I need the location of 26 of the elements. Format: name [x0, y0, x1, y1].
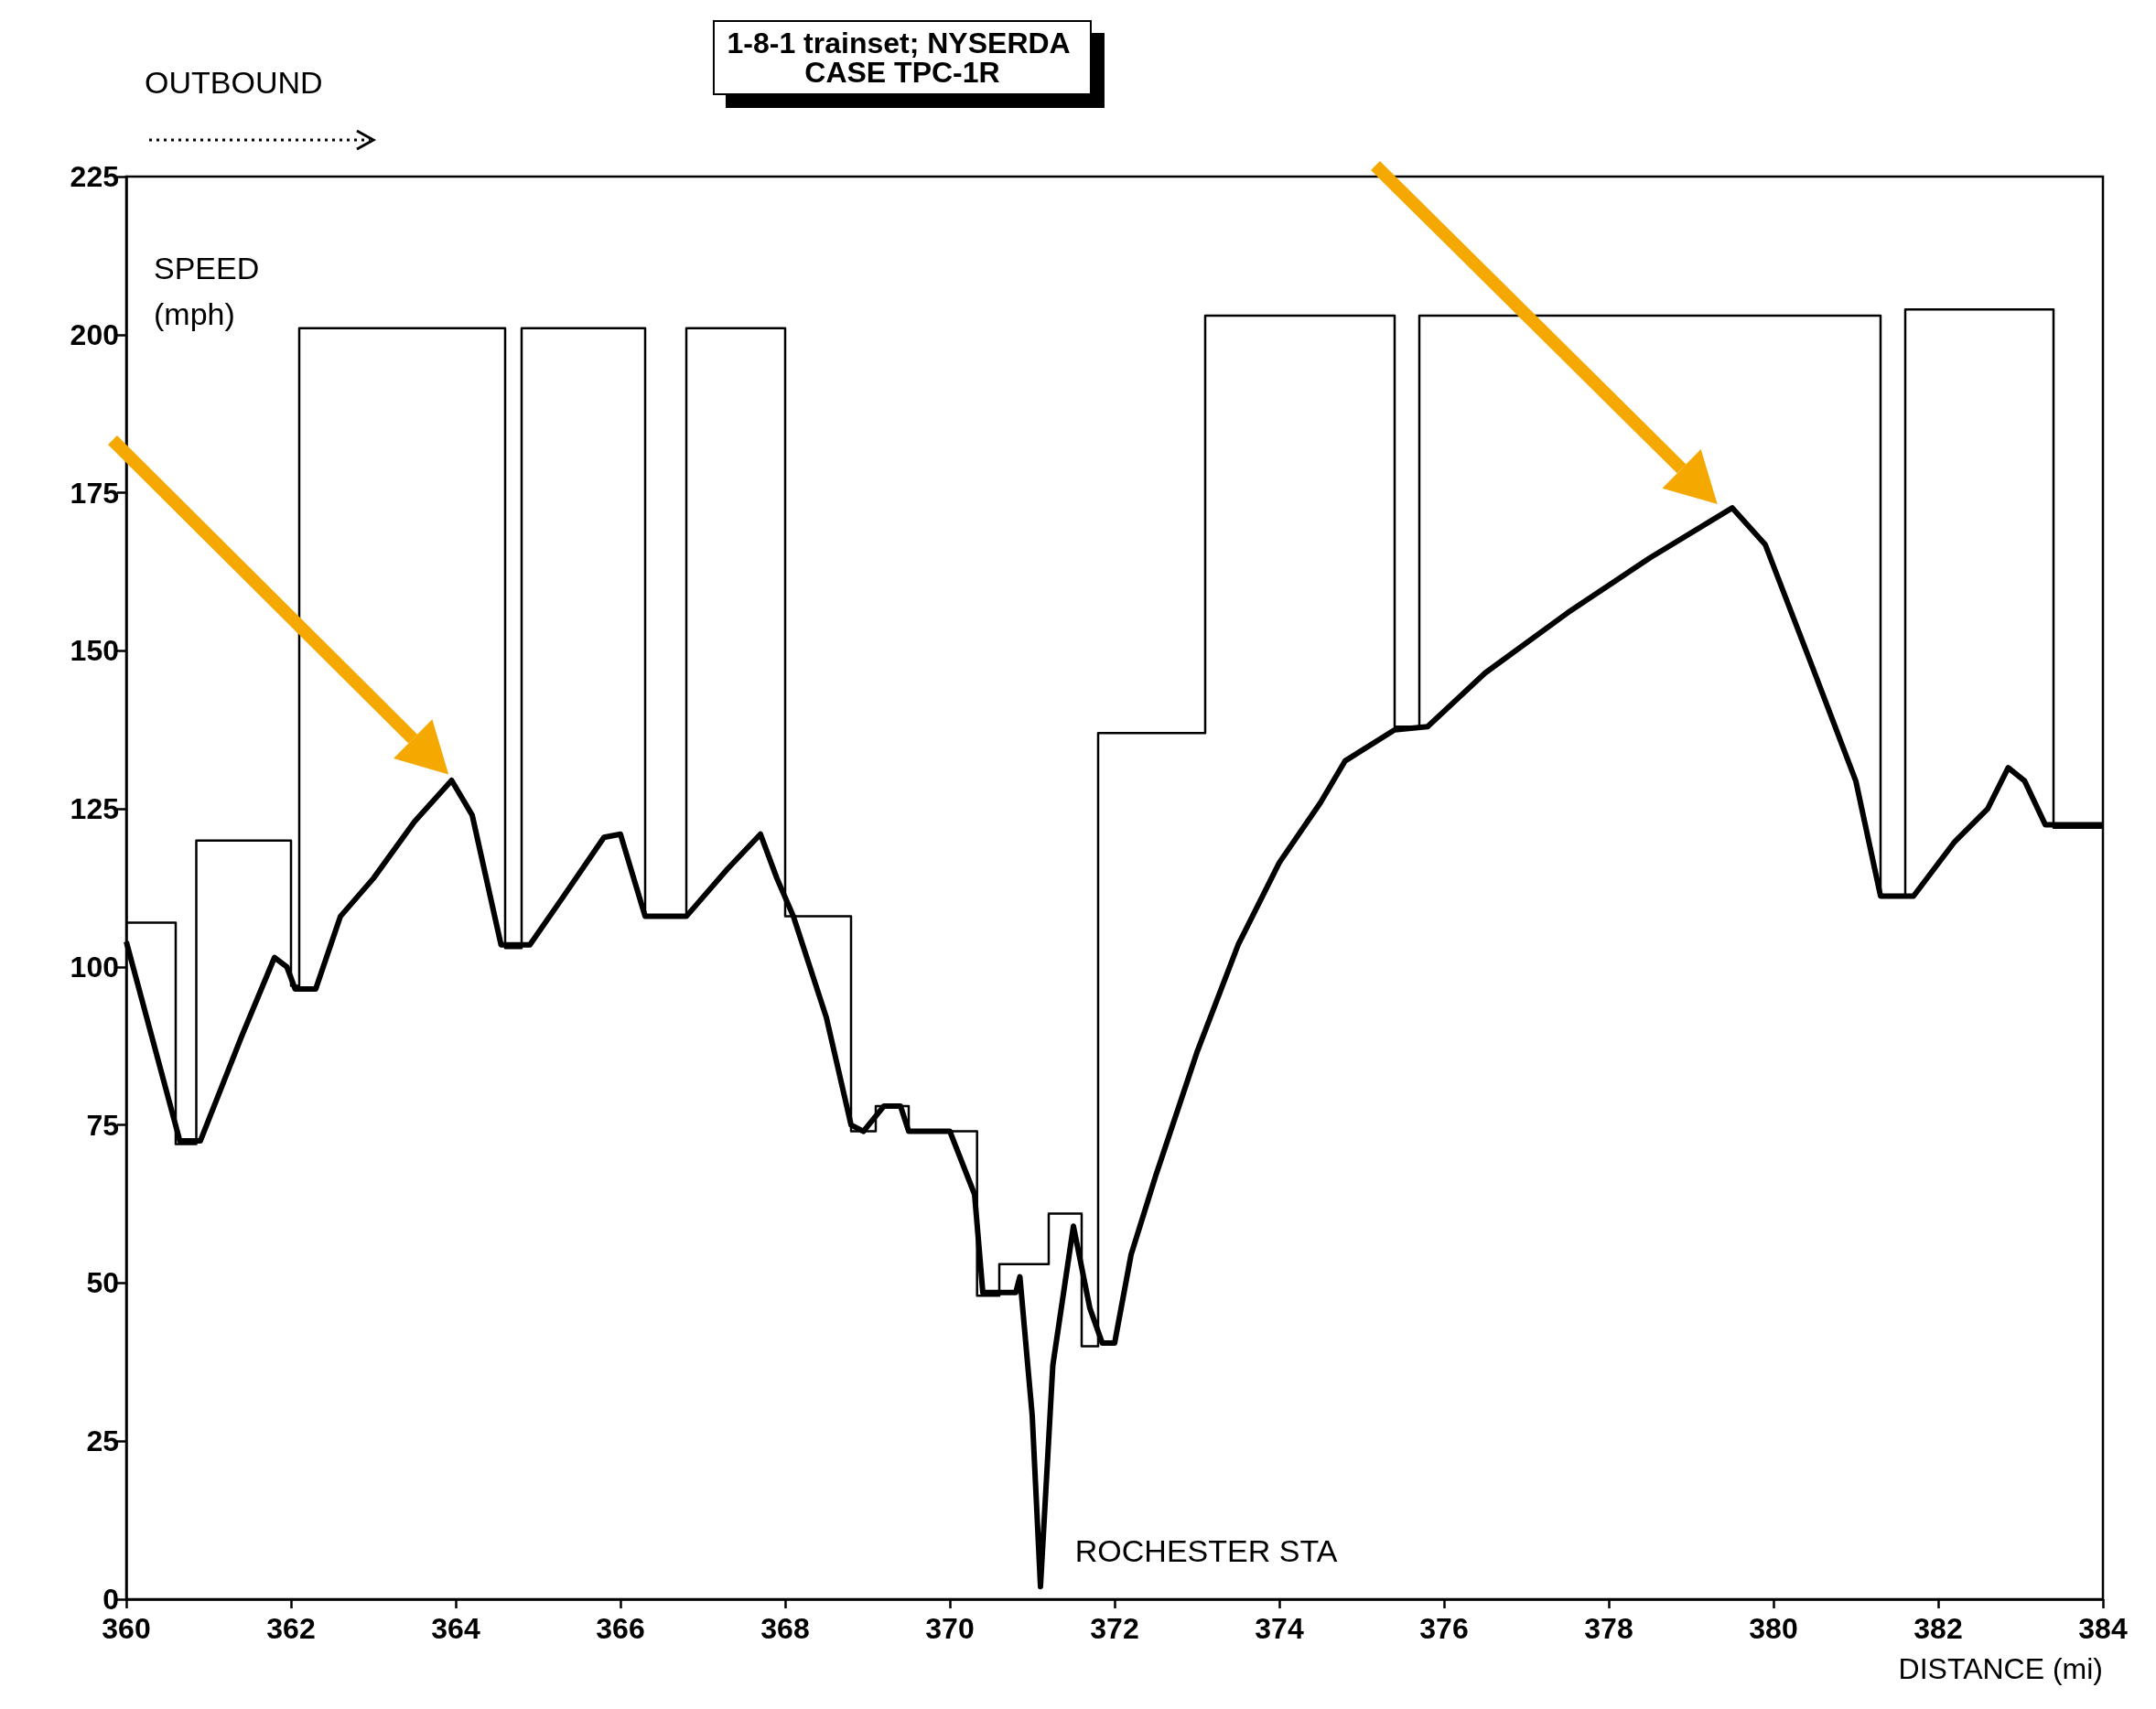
y-axis-title: SPEED (mph)	[154, 251, 268, 331]
y-tick-label: 100	[70, 950, 119, 983]
x-tick-label: 378	[1584, 1612, 1633, 1645]
y-tick-label: 225	[70, 160, 119, 193]
x-tick-label: 374	[1255, 1612, 1304, 1645]
x-tick-label: 370	[925, 1612, 975, 1645]
y-tick-label: 150	[70, 634, 119, 668]
y-tick-label: 175	[70, 476, 119, 510]
x-tick-label: 364	[431, 1612, 480, 1645]
y-tick-label: 75	[86, 1108, 119, 1142]
annotation: ROCHESTER STA	[1074, 1533, 1338, 1569]
x-tick-label: 368	[760, 1612, 810, 1645]
chart-title: 1-8-1 trainset; NYSERDA CASE TPC-1R	[727, 27, 1078, 89]
x-tick-label: 382	[1913, 1612, 1963, 1645]
y-tick-label: 25	[86, 1424, 119, 1458]
y-tick-label: 200	[70, 317, 119, 351]
x-tick-label: 362	[266, 1612, 316, 1645]
x-axis-title: DISTANCE (mi)	[1898, 1652, 2103, 1685]
x-tick-label: 380	[1749, 1612, 1798, 1645]
y-tick-label: 125	[70, 792, 119, 826]
x-tick-label: 372	[1090, 1612, 1139, 1645]
y-tick-label: 50	[86, 1266, 119, 1300]
text: OUTBOUND	[145, 65, 323, 100]
x-tick-label: 384	[2078, 1612, 2128, 1645]
x-tick-label: 366	[596, 1612, 645, 1645]
x-tick-label: 376	[1419, 1612, 1469, 1645]
